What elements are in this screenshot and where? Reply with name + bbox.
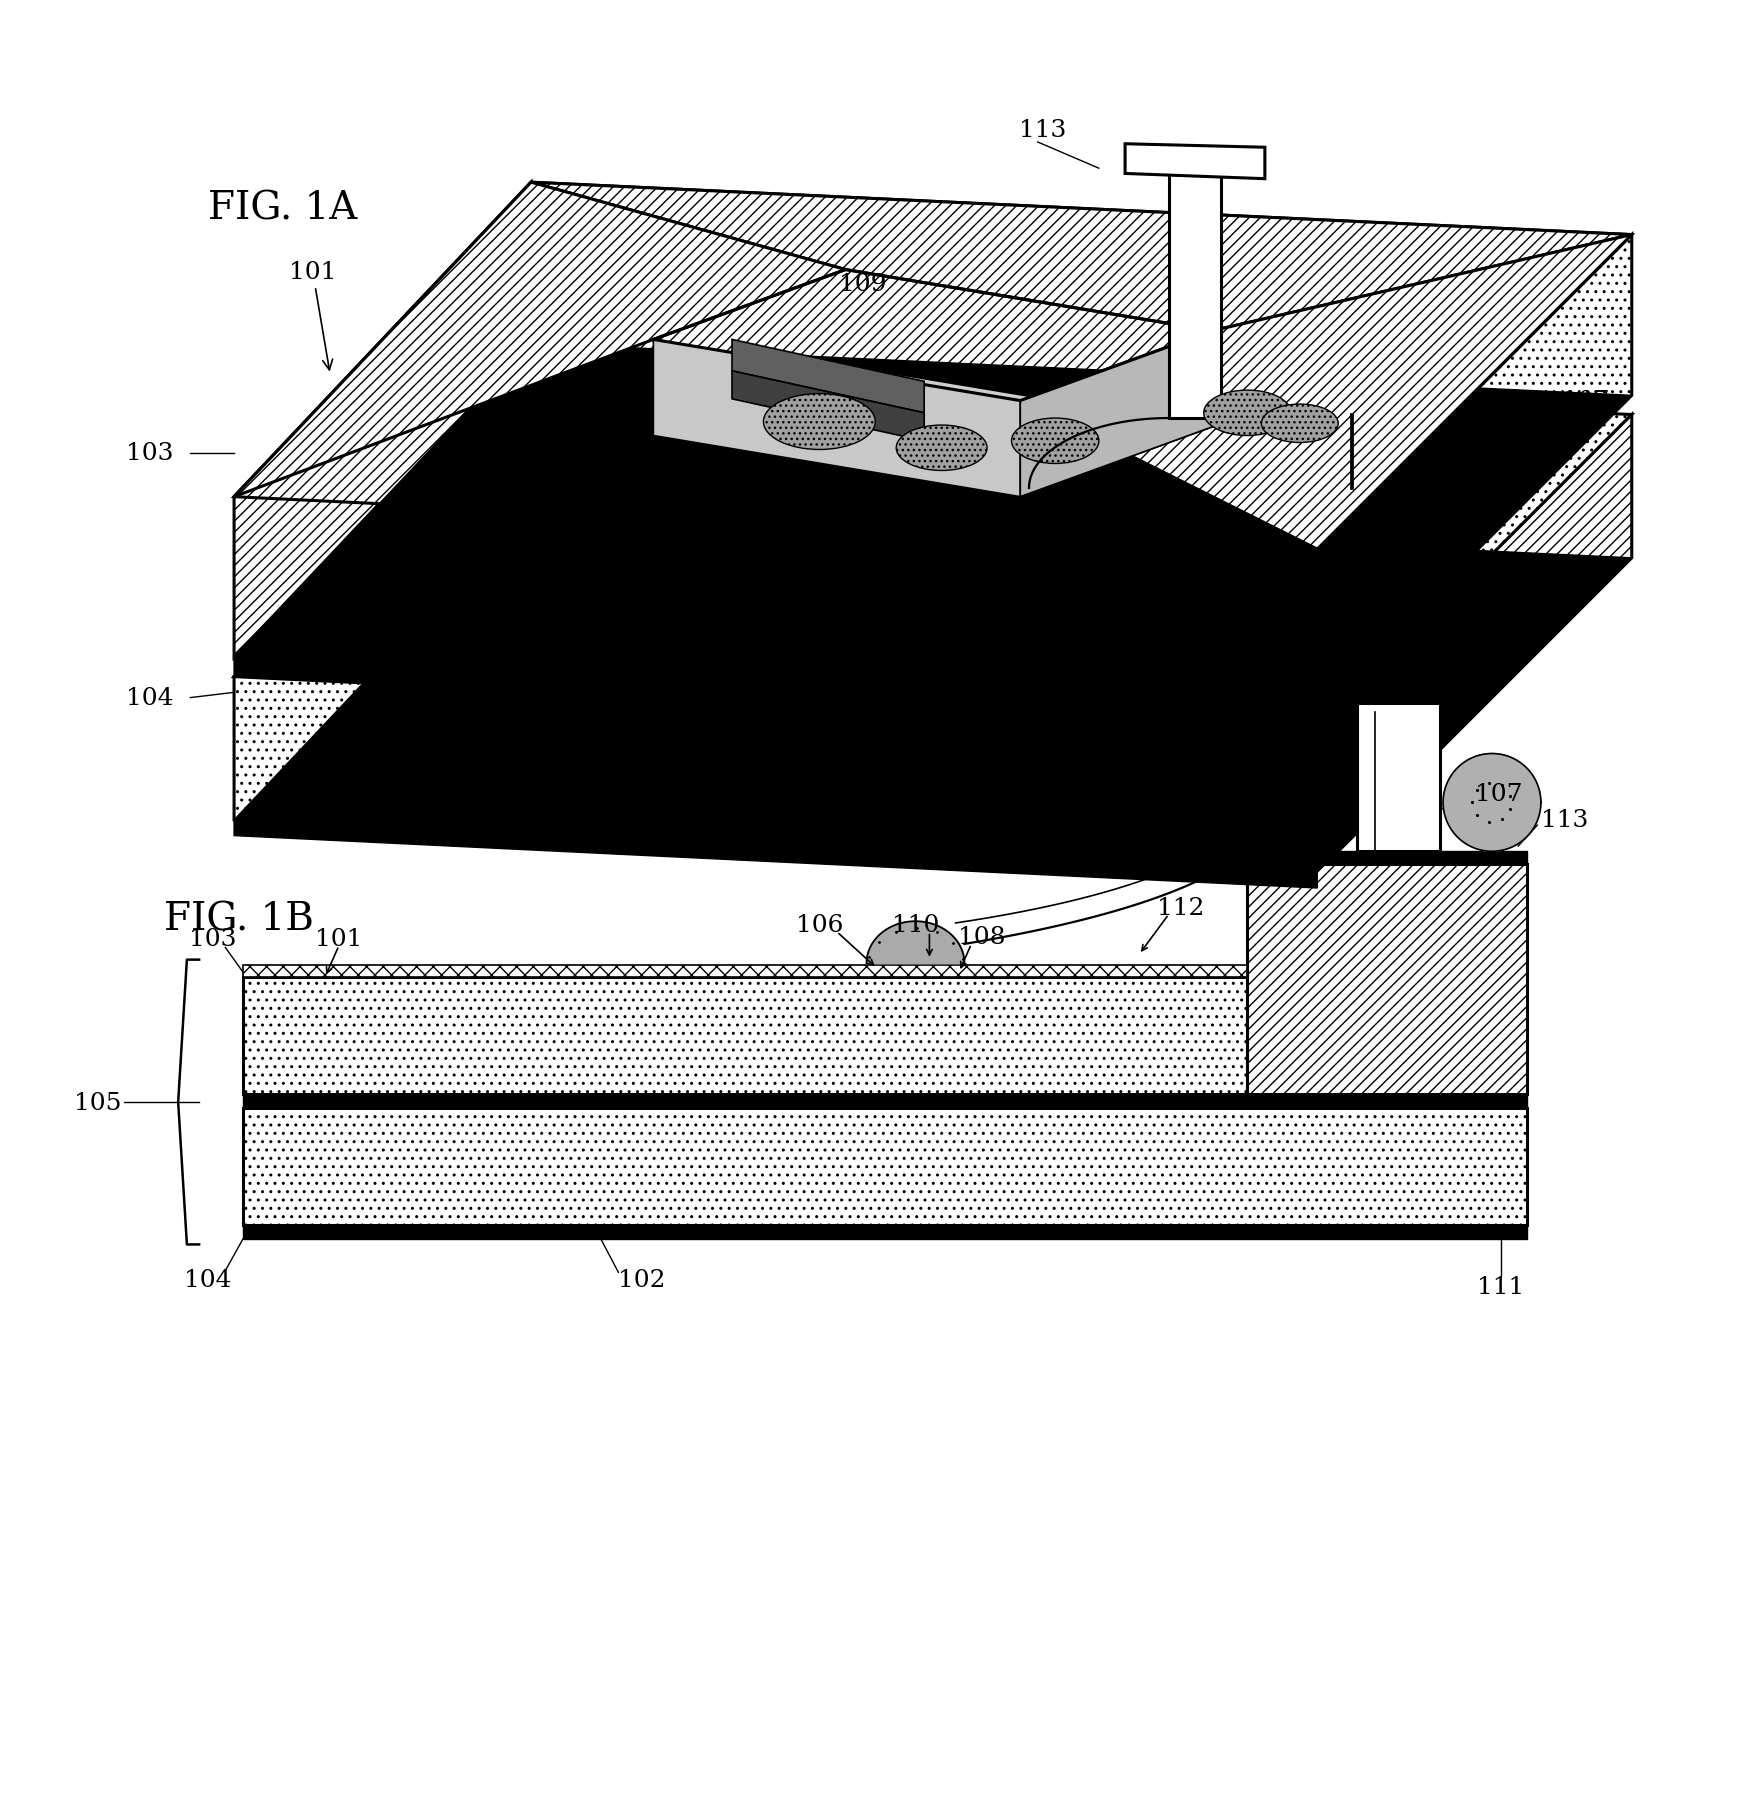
Polygon shape [1358,703,1439,852]
Text: 108: 108 [958,926,1006,949]
Text: 112: 112 [1157,895,1205,919]
Text: 104: 104 [127,687,174,710]
Text: 103: 103 [127,442,174,466]
Polygon shape [234,678,1317,872]
Polygon shape [1442,753,1541,852]
Text: 113: 113 [1541,809,1588,832]
Polygon shape [234,363,1632,730]
Ellipse shape [896,426,988,471]
Polygon shape [243,1095,1527,1109]
Polygon shape [653,367,1213,498]
Polygon shape [243,1226,1527,1239]
Polygon shape [532,183,1632,331]
Polygon shape [653,340,1020,498]
Ellipse shape [1205,390,1291,437]
Polygon shape [234,658,1317,730]
Text: 108: 108 [958,538,1006,561]
Text: 107: 107 [1562,390,1610,414]
Text: 105: 105 [74,1091,122,1115]
Ellipse shape [764,394,875,450]
Text: 106: 106 [796,913,844,937]
Polygon shape [234,343,1632,710]
Polygon shape [733,340,925,414]
Text: 103: 103 [190,928,236,951]
Polygon shape [1169,147,1220,419]
Text: 101: 101 [289,261,336,370]
Text: 101: 101 [315,928,363,951]
Text: 106: 106 [664,541,711,565]
Polygon shape [243,1109,1527,1226]
Text: FIG. 1A: FIG. 1A [208,191,357,228]
Polygon shape [234,183,1632,550]
Polygon shape [1247,852,1527,865]
Text: 113: 113 [1474,629,1522,653]
Text: FIG. 1B: FIG. 1B [164,901,313,939]
Ellipse shape [1011,419,1099,464]
Text: 104: 104 [185,1268,232,1291]
Text: 107: 107 [1474,782,1522,806]
Polygon shape [1247,865,1527,1095]
Polygon shape [1020,331,1213,498]
Text: 110: 110 [799,538,847,561]
Ellipse shape [1261,405,1338,444]
Text: 109: 109 [840,273,888,297]
Polygon shape [1020,236,1632,550]
Text: 111: 111 [1477,1275,1525,1298]
Polygon shape [1125,144,1264,180]
Polygon shape [234,505,1632,872]
Polygon shape [243,966,1247,978]
Polygon shape [234,820,1317,888]
Polygon shape [243,978,1247,1095]
Polygon shape [234,183,845,498]
Text: 112: 112 [1405,593,1453,617]
Polygon shape [234,183,532,658]
Text: 110: 110 [891,913,939,937]
Polygon shape [1317,415,1632,872]
Polygon shape [1317,236,1632,710]
Text: 113: 113 [1020,119,1067,142]
Text: 113: 113 [1500,442,1548,466]
Polygon shape [733,372,925,442]
Text: 102: 102 [618,1268,666,1291]
